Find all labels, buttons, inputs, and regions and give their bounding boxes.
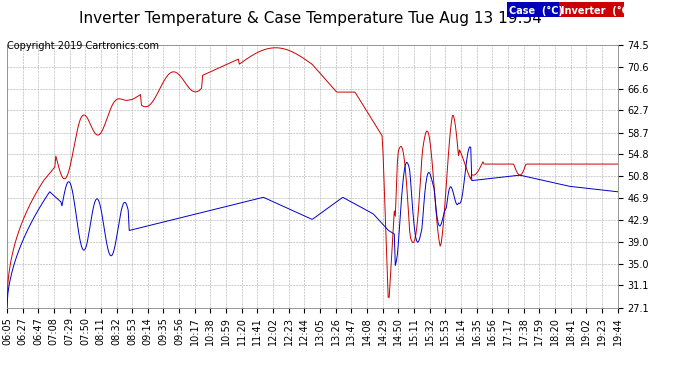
Text: Case  (°C): Case (°C): [509, 6, 563, 15]
Text: Inverter  (°C): Inverter (°C): [561, 6, 633, 15]
Text: Copyright 2019 Cartronics.com: Copyright 2019 Cartronics.com: [7, 41, 159, 51]
Text: Inverter Temperature & Case Temperature Tue Aug 13 19:54: Inverter Temperature & Case Temperature …: [79, 11, 542, 26]
